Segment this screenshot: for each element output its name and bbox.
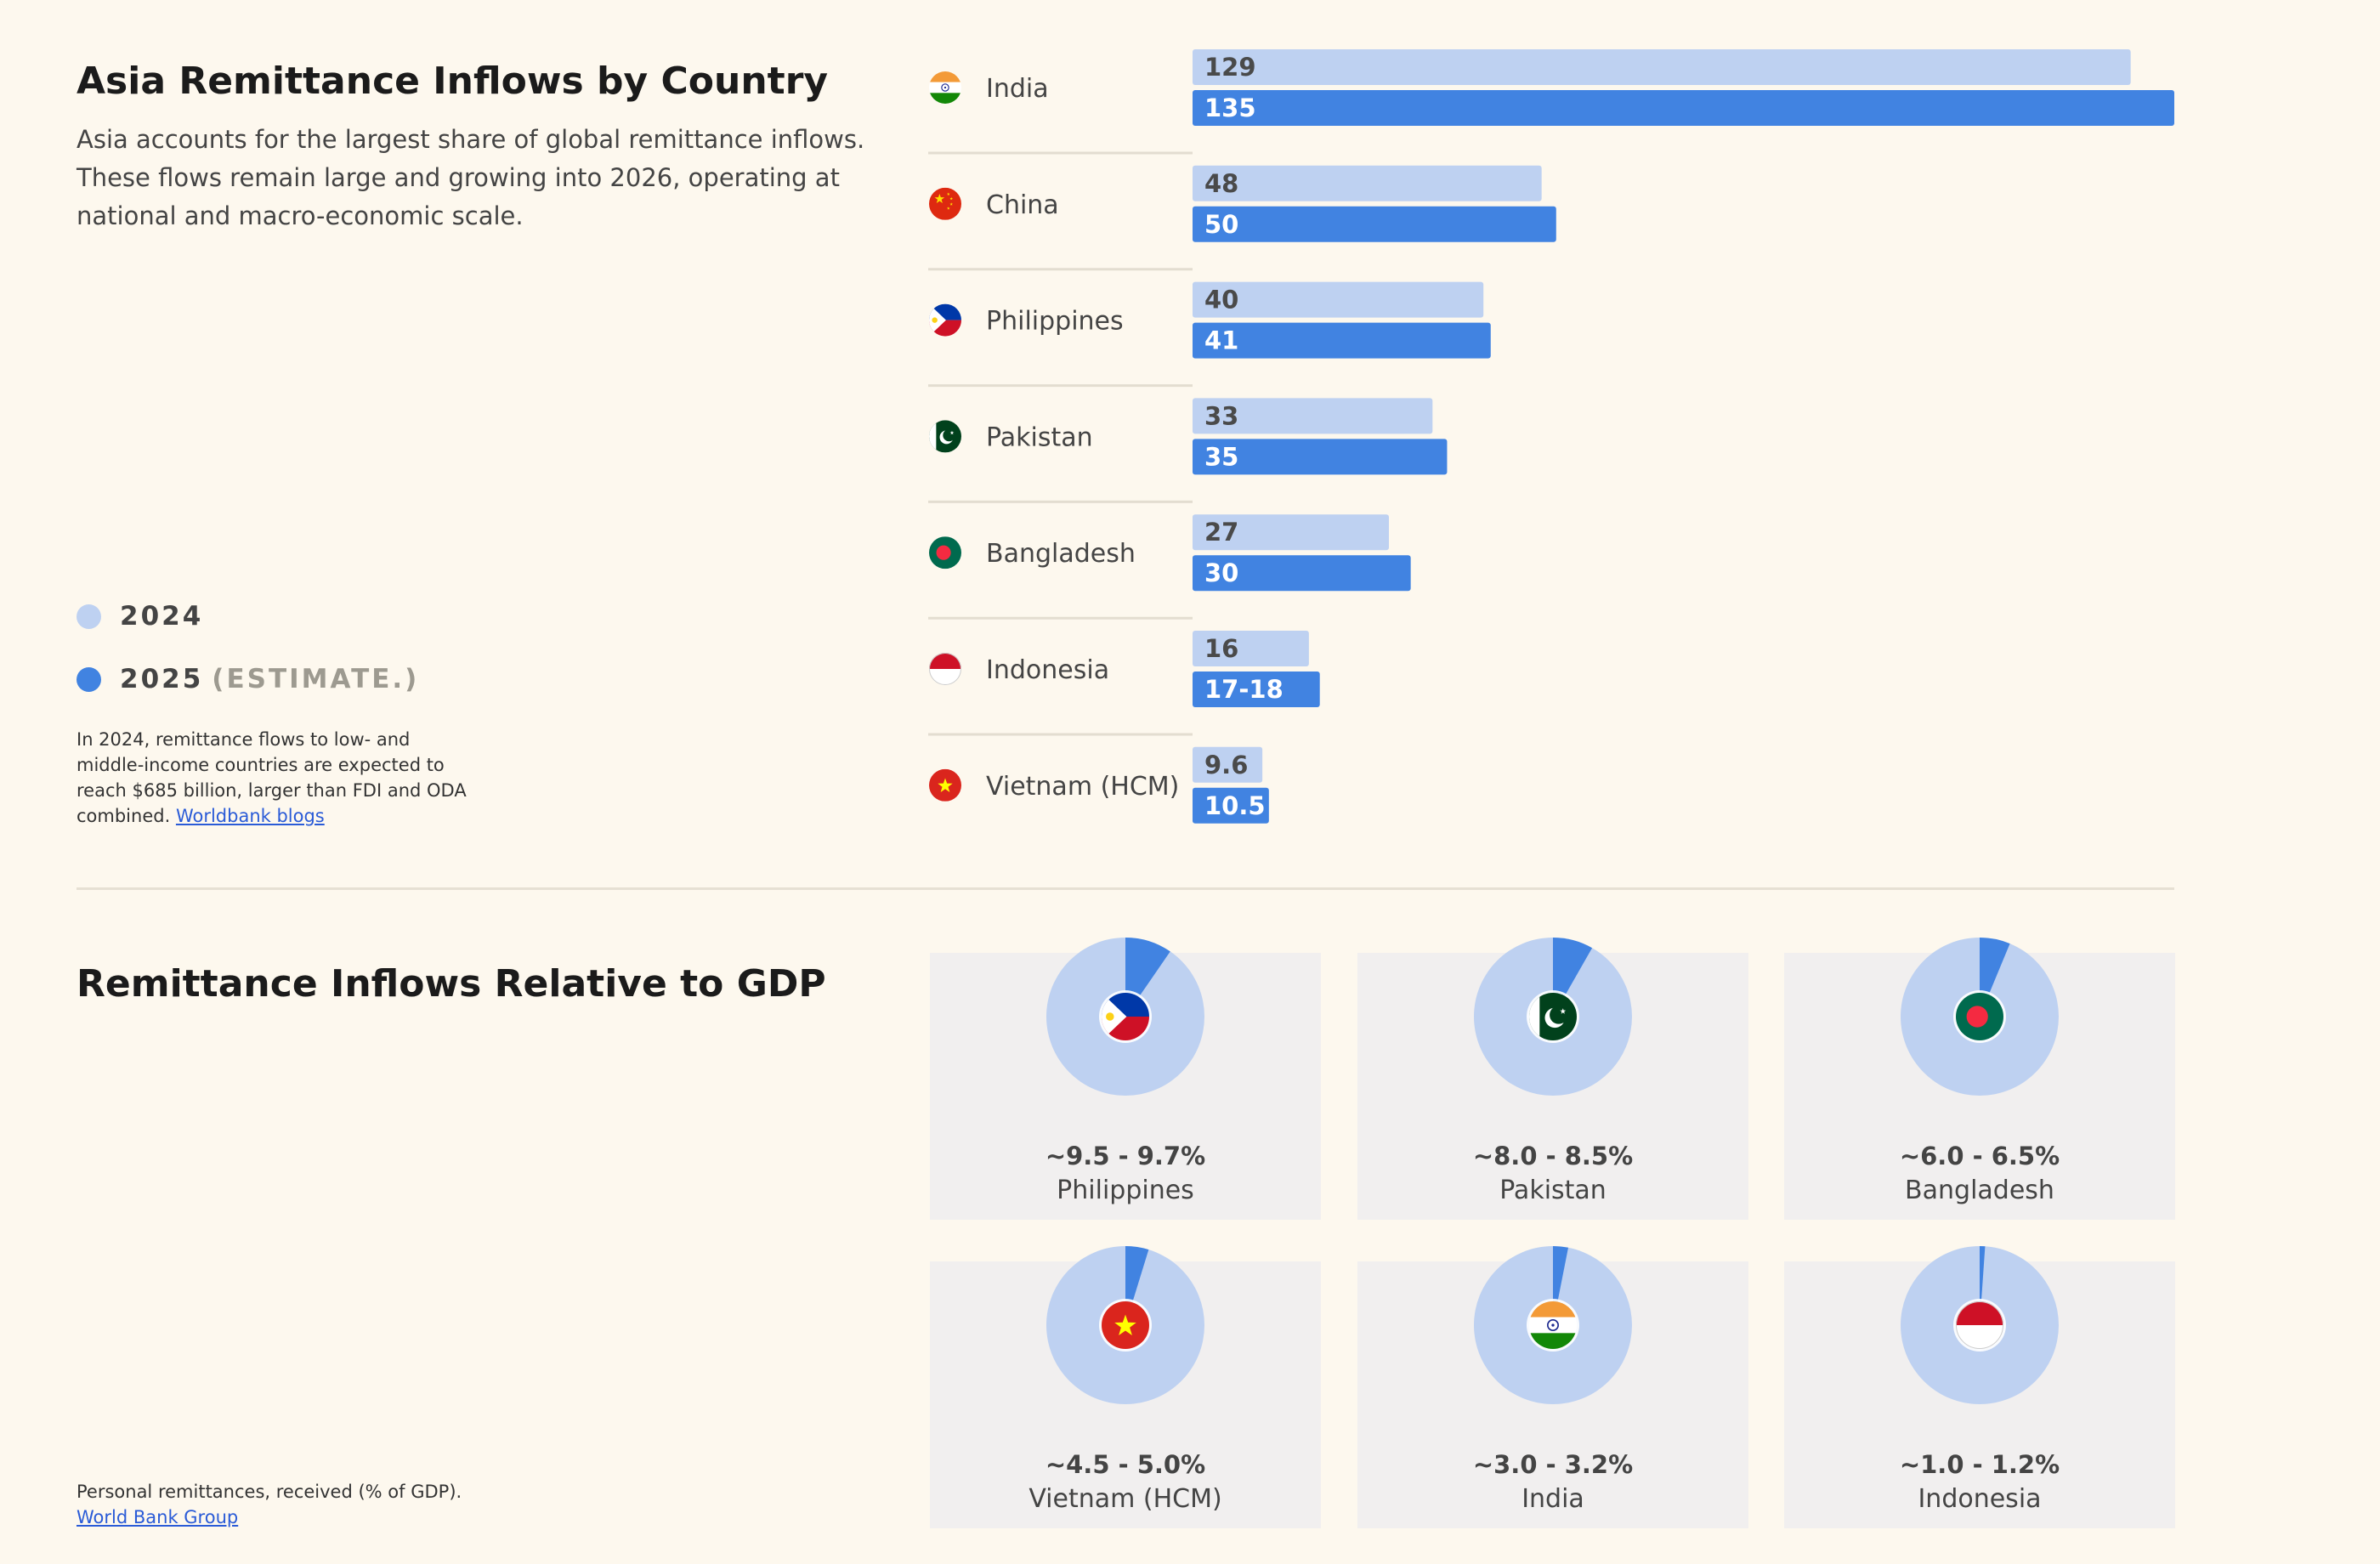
bar-row-philippines: Philippines 40 41 (928, 281, 1491, 388)
vietnam-flag-icon (929, 768, 961, 802)
bar-value-2024: 48 (1204, 169, 1238, 198)
section-title-gdp: Remittance Inflows Relative to GDP (76, 962, 826, 1006)
bar-value-2025: 35 (1204, 442, 1238, 471)
philippines-flag-icon (1102, 993, 1149, 1040)
gdp-range-label: ~1.0 - 1.2% (1899, 1450, 2060, 1479)
gdp-country-label: Bangladesh (1905, 1176, 2054, 1205)
bar-value-2024: 9.6 (1204, 751, 1248, 779)
bar-2025 (1193, 787, 1269, 824)
pie-chart (1474, 938, 1632, 1096)
page-title: Asia Remittance Inflows by Country (76, 60, 829, 103)
indonesia-flag-icon (929, 653, 961, 685)
india-flag-icon (929, 71, 961, 104)
bangladesh-flag-icon (929, 536, 961, 570)
bar-value-2024: 16 (1204, 634, 1238, 663)
gdp-card-bangladesh: ~6.0 - 6.5% Bangladesh (1784, 938, 2175, 1220)
pie-chart (1046, 1246, 1204, 1404)
country-label: China (986, 190, 1059, 220)
world-bank-group-link[interactable]: World Bank Group (76, 1507, 239, 1527)
source-note-text: In 2024, remittance flows to low- and mi… (76, 729, 467, 826)
bar-chart: India 129 135 China 48 50 Philippines 40 41 Pakis… (928, 49, 2174, 824)
bar-2024 (1193, 398, 1433, 434)
country-label: India (986, 74, 1049, 104)
bar-2025 (1193, 90, 2174, 126)
bar-2025 (1193, 322, 1491, 359)
gdp-range-label: ~6.0 - 6.5% (1899, 1142, 2060, 1170)
philippines-flag-icon (929, 303, 961, 337)
bangladesh-flag-icon (1956, 993, 2003, 1040)
bar-2025 (1193, 206, 1556, 242)
bar-value-2024: 129 (1204, 53, 1256, 82)
pie-chart (1046, 938, 1204, 1096)
bar-2024 (1193, 631, 1309, 666)
bar-value-2024: 33 (1204, 401, 1238, 430)
gdp-card-indonesia: ~1.0 - 1.2% Indonesia (1784, 1246, 2175, 1528)
bar-row-vietnam-hcm: Vietnam (HCM) 9.6 10.5 (929, 746, 1269, 824)
bar-2024 (1193, 514, 1389, 551)
gdp-country-label: Philippines (1057, 1176, 1194, 1205)
gdp-country-label: India (1522, 1484, 1584, 1514)
bar-2025 (1193, 439, 1448, 475)
pie-chart (1901, 938, 2059, 1096)
gdp-country-label: Indonesia (1918, 1484, 2042, 1514)
pakistan-flag-icon (929, 420, 961, 453)
gdp-card-vietnam-hcm: ~4.5 - 5.0% Vietnam (HCM) (930, 1246, 1321, 1528)
bar-row-pakistan: Pakistan 33 35 (928, 398, 1448, 503)
gdp-card-india: ~3.0 - 3.2% India (1357, 1246, 1748, 1528)
country-label: Indonesia (986, 655, 1109, 685)
bar-2025 (1193, 555, 1411, 592)
bar-2024 (1193, 49, 2131, 85)
pakistan-flag-icon (1529, 993, 1577, 1040)
gdp-range-label: ~8.0 - 8.5% (1472, 1142, 1634, 1170)
gdp-card-philippines: ~9.5 - 9.7% Philippines (930, 938, 1321, 1220)
pie-chart (1901, 1246, 2059, 1404)
bar-2025 (1193, 672, 1320, 707)
bar-value-2025: 135 (1204, 94, 1256, 122)
bar-2024 (1193, 281, 1484, 318)
gdp-country-label: Vietnam (HCM) (1028, 1484, 1222, 1514)
country-label: Bangladesh (986, 539, 1136, 569)
bar-value-2025: 50 (1204, 210, 1238, 239)
gdp-source-note: Personal remittances, received (% of GDP… (76, 1479, 518, 1530)
bar-row-bangladesh: Bangladesh 27 30 (928, 514, 1411, 620)
legend-estimate-label: (ESTIMATE.) (212, 664, 420, 694)
gdp-country-label: Pakistan (1499, 1176, 1606, 1205)
bar-row-indonesia: Indonesia 16 17-18 (928, 631, 1320, 736)
legend-item-2024: 2024 (76, 601, 203, 632)
bar-2024 (1193, 165, 1542, 201)
worldbank-blogs-link[interactable]: Worldbank blogs (175, 806, 325, 826)
bar-row-india: India 129 135 (928, 49, 2174, 155)
legend-label-2025: 2025 (120, 664, 204, 694)
country-label: Vietnam (HCM) (986, 772, 1179, 802)
source-note: In 2024, remittance flows to low- and mi… (76, 727, 476, 829)
country-label: Philippines (986, 307, 1124, 337)
pie-chart (1474, 1246, 1632, 1404)
bar-value-2025: 41 (1204, 326, 1238, 355)
gdp-range-label: ~4.5 - 5.0% (1045, 1450, 1206, 1479)
legend-item-2025: 2025 (ESTIMATE.) (76, 664, 419, 694)
bar-2024 (1193, 746, 1263, 783)
gdp-card-pakistan: ~8.0 - 8.5% Pakistan (1357, 938, 1748, 1220)
legend-dot-2025 (76, 666, 101, 692)
bar-value-2025: 10.5 (1204, 791, 1266, 820)
legend-dot-2024 (76, 604, 101, 629)
china-flag-icon (929, 187, 961, 220)
vietnam-flag-icon (1102, 1301, 1149, 1349)
section-divider (76, 887, 2174, 890)
indonesia-flag-icon (1956, 1301, 2003, 1349)
bar-value-2025: 30 (1204, 558, 1238, 587)
bar-value-2024: 40 (1204, 286, 1238, 314)
intro-text: Asia accounts for the largest share of g… (76, 125, 865, 230)
country-label: Pakistan (986, 422, 1093, 452)
gdp-range-label: ~3.0 - 3.2% (1472, 1450, 1634, 1479)
legend-label-2024: 2024 (120, 601, 204, 632)
india-flag-icon (1529, 1301, 1577, 1349)
bar-value-2024: 27 (1204, 518, 1238, 547)
gdp-source-text: Personal remittances, received (% of GDP… (76, 1482, 462, 1502)
bar-row-china: China 48 50 (928, 165, 1556, 271)
gdp-range-label: ~9.5 - 9.7% (1045, 1142, 1206, 1170)
bar-value-2025: 17-18 (1204, 675, 1284, 704)
